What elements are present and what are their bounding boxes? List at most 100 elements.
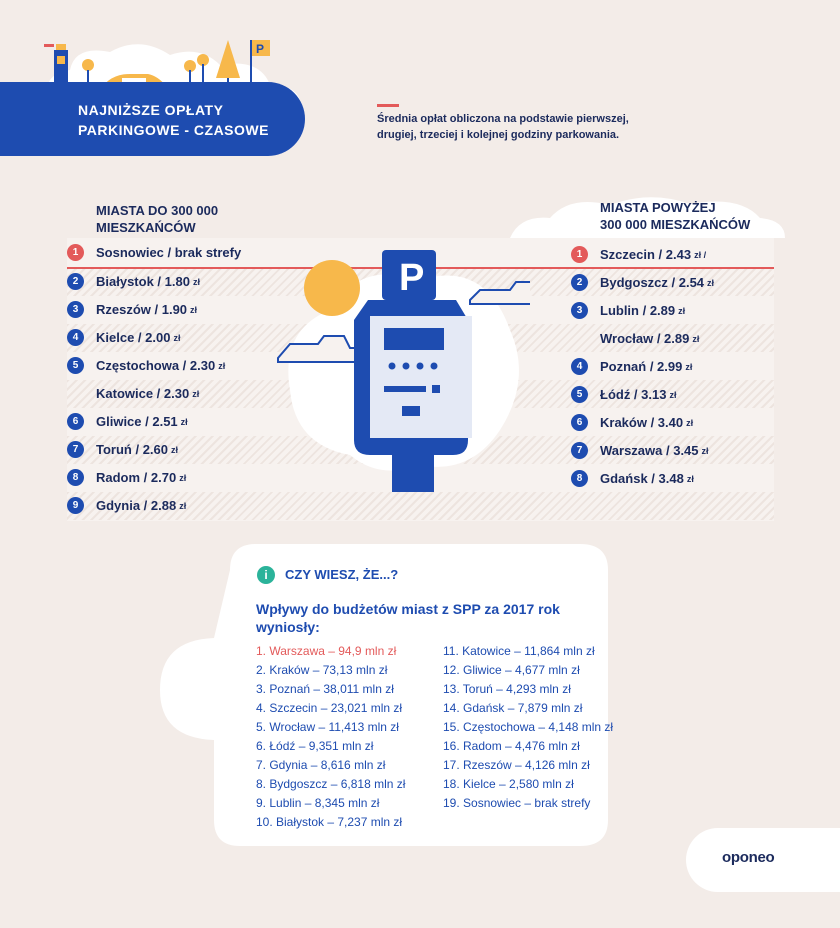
currency-unit: zł [192,277,200,287]
list-item: 1 Szczecin / 2.43 zł / [571,240,706,268]
parking-meter-illustration: P [277,250,530,492]
rank-badge: 5 [67,356,84,374]
list-item: 5. Wrocław – 11,413 mln zł [256,720,399,734]
cloud-decoration [510,197,785,238]
city-price: Częstochowa / 2.30 [96,357,216,373]
list-item: 14. Gdańsk – 7,879 mln zł [443,701,583,715]
parking-p-sign [382,250,436,300]
list-item: 4 Kielce / 2.00 zł [67,323,180,351]
right-heading-line-1: MIASTA POWYŻEJ [600,200,716,215]
note-accent-line [377,104,399,107]
city-price: Bydgoszcz / 2.54 [600,274,705,290]
list-item: 2. Kraków – 73,13 mln zł [256,663,388,677]
list-item: 6 Gliwice / 2.51 zł [67,407,188,435]
list-item: 17. Rzeszów – 4,126 mln zł [443,758,590,772]
rank-badge: 3 [67,300,84,318]
list-item: 2 Bydgoszcz / 2.54 zł [571,268,714,296]
rank-badge: 2 [571,273,588,291]
currency-unit: zł [173,333,181,343]
list-item: 3 Rzeszów / 1.90 zł [67,295,197,323]
list-item: 13. Toruń – 4,293 mln zł [443,682,571,696]
revenue-list-left: 1. Warszawa – 94,9 mln zł 2. Kraków – 73… [256,642,405,832]
rank-badge: 6 [571,413,588,431]
currency-unit: zł [686,418,694,428]
list-item: 6 Kraków / 3.40 zł [571,408,693,436]
page-title: NAJNIŻSZE OPŁATY PARKINGOWE - CZASOWE [78,100,269,140]
list-item: 18. Kielce – 2,580 mln zł [443,777,574,791]
city-price: Rzeszów / 1.90 [96,301,188,317]
title-line-1: NAJNIŻSZE OPŁATY [78,102,224,118]
info-icon: i [257,566,275,584]
city-price: Kraków / 3.40 [600,414,684,430]
left-column-heading: MIASTA DO 300 000 MIESZKAŃCÓW [96,202,218,236]
list-item: 12. Gliwice – 4,677 mln zł [443,663,580,677]
rank-badge: 6 [67,412,84,430]
rank-badge: 8 [571,469,588,487]
currency-unit: zł [180,417,188,427]
list-item: 9. Lublin – 8,345 mln zł [256,796,380,810]
note-line-1: Średnia opłat obliczona na podstawie pie… [377,113,629,125]
city-price: Gliwice / 2.51 [96,413,178,429]
city-price: Gdańsk / 3.48 [600,470,684,486]
list-item: 8 Radom / 2.70 zł [67,463,186,491]
list-item: Wrocław / 2.89 zł [571,324,699,352]
list-item: 2 Białystok / 1.80 zł [67,267,200,295]
list-item: 7 Toruń / 2.60 zł [67,435,178,463]
info-title: CZY WIESZ, ŻE...? [285,567,399,582]
coin-slot [402,406,420,416]
city-price: Warszawa / 3.45 [600,442,699,458]
title-line-2: PARKINGOWE - CZASOWE [78,122,269,138]
list-item: 8. Bydgoszcz – 6,818 mln zł [256,777,406,791]
rank-badge: 4 [571,357,588,375]
city-price: Łódź / 3.13 [600,386,667,402]
list-item: 15. Częstochowa – 4,148 mln zł [443,720,614,734]
rank-badge [571,330,588,347]
svg-text:P: P [256,42,264,56]
currency-unit: zł [192,389,200,399]
list-item: 1. Warszawa – 94,9 mln zł [256,644,397,658]
currency-unit: zł [685,362,693,372]
parking-sign-letter: P [399,257,424,299]
list-item: 3 Lublin / 2.89 zł [571,296,685,324]
revenue-list-right: 11. Katowice – 11,864 mln zł 12. Gliwice… [443,642,613,813]
note-line-2: drugiej, trzeciej i kolejnej godziny par… [377,129,620,141]
list-item: 9 Gdynia / 2.88 zł [67,491,186,519]
list-item: 4 Poznań / 2.99 zł [571,352,692,380]
title-banner [0,82,305,156]
rank-badge: 7 [67,440,84,458]
currency-unit: zł [179,501,187,511]
list-item: 4. Szczecin – 23,021 mln zł [256,701,403,715]
list-item: 7 Warszawa / 3.45 zł [571,436,709,464]
cloud-left-icon [277,335,361,363]
info-subtitle: Wpływy do budżetów miast z SPP za 2017 r… [256,601,560,635]
currency-unit: zł [707,278,715,288]
rank-badge: 8 [67,468,84,486]
currency-unit: zł [190,305,198,315]
list-item: 10. Białystok – 7,237 mln zł [256,815,403,829]
left-heading-line-2: MIESZKAŃCÓW [96,220,196,235]
currency-unit: zł [171,445,179,455]
rank-badge: 1 [67,243,84,261]
currency-unit: zł [218,361,226,371]
city-price: Katowice / 2.30 [96,385,190,401]
currency-unit: zł [678,306,686,316]
rank-badge: 2 [67,272,84,290]
right-column-heading: MIASTA POWYŻEJ 300 000 MIESZKAŃCÓW [600,199,750,233]
city-price: Szczecin / 2.43 [600,246,692,262]
stripe [67,492,774,520]
rank-badge: 9 [67,496,84,514]
meter-display [384,328,444,350]
list-item: 19. Sosnowiec – brak strefy [443,796,591,810]
city-price: Gdynia / 2.88 [96,497,177,513]
methodology-note: Średnia opłat obliczona na podstawie pie… [377,111,677,143]
left-heading-line-1: MIASTA DO 300 000 [96,203,219,218]
currency-unit: zł [686,474,694,484]
city-price: Kielce / 2.00 [96,329,171,345]
sun-icon [304,260,360,316]
city-price: Toruń / 2.60 [96,441,168,457]
rank-badge [67,385,84,402]
right-heading-line-2: 300 000 MIESZKAŃCÓW [600,217,751,232]
rank-badge: 4 [67,328,84,346]
city-price: Radom / 2.70 [96,469,177,485]
city-price: Sosnowiec / brak strefy [96,244,242,260]
